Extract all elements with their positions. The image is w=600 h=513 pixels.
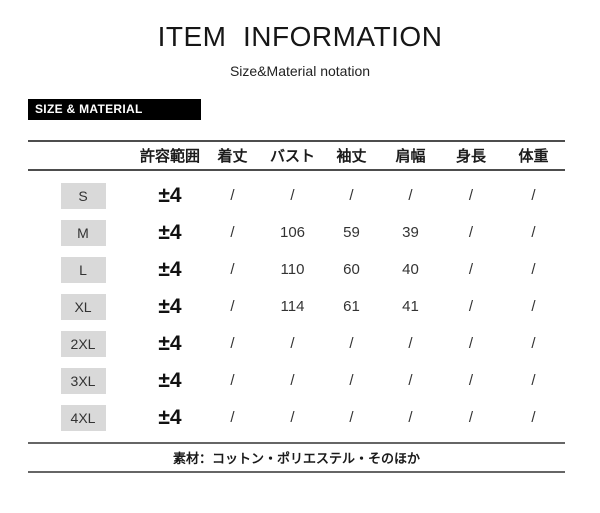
size-badge: XL [60, 293, 106, 320]
value-cell: / [230, 409, 235, 426]
value-cell: 61 [343, 298, 360, 315]
tolerance-cell: ±4 [158, 257, 182, 281]
tolerance-cell: ±4 [158, 331, 182, 355]
value-cell: / [531, 372, 536, 389]
value-cell: / [230, 261, 235, 278]
size-badge: S [60, 182, 106, 209]
column-header-shoulder: 肩幅 [395, 148, 426, 165]
tolerance-cell: ±4 [158, 405, 182, 429]
tolerance-cell: ±4 [158, 183, 182, 207]
value-cell: / [230, 335, 235, 352]
table-body: S ±4 / / / / / / M ±4 / 106 59 39 / / L … [28, 171, 565, 442]
value-cell: / [230, 187, 235, 204]
value-cell: / [531, 261, 536, 278]
value-cell: 106 [279, 224, 306, 241]
column-header-weight: 体重 [518, 148, 549, 165]
value-cell: / [230, 224, 235, 241]
value-cell: 114 [280, 298, 305, 315]
value-cell: / [349, 372, 354, 389]
value-cell: / [408, 409, 413, 426]
size-badge: 3XL [60, 367, 106, 394]
value-cell: / [290, 409, 295, 426]
value-cell: / [408, 372, 413, 389]
value-cell: / [290, 187, 295, 204]
value-cell: / [468, 372, 474, 389]
value-cell: / [290, 335, 295, 352]
column-header-length: 着丈 [217, 148, 248, 165]
size-badge: L [60, 256, 106, 283]
value-cell: / [531, 409, 536, 426]
value-cell: / [468, 335, 474, 352]
value-cell: / [230, 298, 235, 315]
table-row-s: S ±4 / / / / / / [28, 177, 565, 214]
value-cell: / [408, 187, 413, 204]
value-cell: / [531, 298, 536, 315]
value-cell: 41 [402, 298, 419, 315]
table-row-l: L ±4 / 110 60 40 / / [28, 251, 565, 288]
value-cell: 39 [402, 224, 419, 241]
column-header-bust: バスト [269, 148, 315, 165]
size-badge: M [60, 219, 106, 246]
tolerance-cell: ±4 [158, 294, 182, 318]
value-cell: / [408, 335, 413, 352]
value-cell: / [468, 409, 474, 426]
size-badge: 2XL [60, 330, 106, 357]
value-cell: / [531, 224, 536, 241]
value-cell: 60 [343, 261, 360, 278]
value-cell: 59 [343, 224, 360, 241]
value-cell: 110 [280, 261, 305, 278]
value-cell: / [349, 335, 354, 352]
value-cell: / [468, 261, 474, 278]
table-row-3xl: 3XL ±4 / / / / / / [28, 362, 565, 399]
table-row-2xl: 2XL ±4 / / / / / / [28, 325, 565, 362]
value-cell: / [349, 409, 354, 426]
material-note: 素材：コットン・ポリエステル・そのほか [28, 442, 565, 473]
value-cell: / [531, 187, 536, 204]
value-cell: / [531, 335, 536, 352]
value-cell: / [230, 372, 235, 389]
column-header-sleeve: 袖丈 [336, 148, 367, 165]
material-note-text: 素材：コットン・ポリエステル・そのほか [172, 451, 420, 466]
size-table: 許容範囲 着丈 バスト 袖丈 肩幅 身長 体重 S ±4 / / / / / /… [28, 140, 565, 442]
column-header-height: 身長 [455, 148, 486, 165]
column-header-tolerance: 許容範囲 [139, 148, 200, 165]
value-cell: / [468, 298, 474, 315]
table-row-4xl: 4XL ±4 / / / / / / [28, 399, 565, 436]
banner-label: SIZE & MATERIAL [35, 102, 143, 116]
value-cell: / [468, 224, 474, 241]
tolerance-cell: ±4 [158, 220, 182, 244]
value-cell: / [468, 187, 474, 204]
table-row-xl: XL ±4 / 114 61 41 / / [28, 288, 565, 325]
value-cell: / [349, 187, 354, 204]
table-header-row: 許容範囲 着丈 バスト 袖丈 肩幅 身長 体重 [28, 140, 565, 171]
tolerance-cell: ±4 [158, 368, 182, 392]
page-subtitle: Size&Material notation [229, 63, 371, 79]
size-badge: 4XL [60, 404, 106, 431]
value-cell: 40 [402, 261, 419, 278]
value-cell: / [290, 372, 295, 389]
size-material-banner: SIZE & MATERIAL [28, 99, 201, 120]
table-row-m: M ±4 / 106 59 39 / / [28, 214, 565, 251]
page-title: ITEM INFORMATION [157, 21, 443, 52]
